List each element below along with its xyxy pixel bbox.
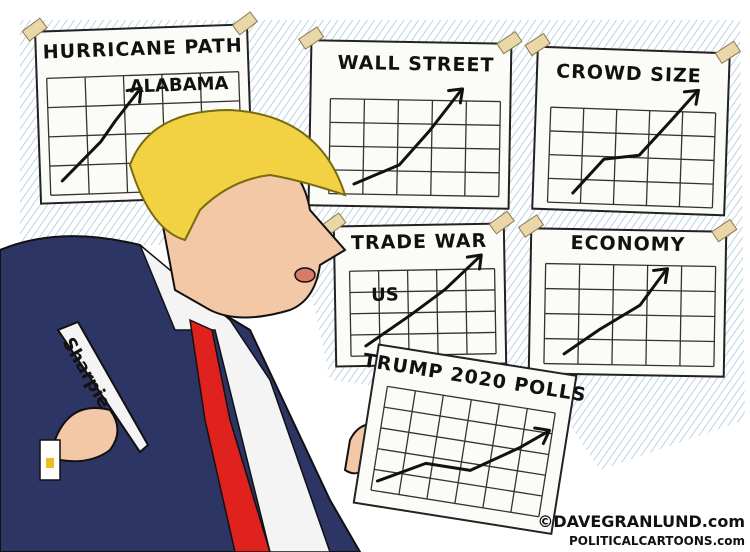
trend-arrow [352, 89, 463, 186]
grid-line [398, 390, 416, 495]
arrow-head [652, 267, 670, 285]
arrow-head [447, 87, 465, 105]
chart-panel: WALL STREET [297, 26, 523, 210]
panel-label: ALABAMA [129, 73, 229, 97]
arrow-head [682, 88, 700, 106]
grid-line [46, 71, 239, 80]
grid-line [547, 201, 713, 209]
panel-title: TRADE WAR [351, 230, 487, 254]
arrow-head [125, 86, 143, 104]
grid-line [550, 106, 716, 114]
trend-arrow [60, 88, 141, 183]
tape [297, 26, 325, 50]
credit-line: POLITICALCARTOONS.com [569, 534, 745, 548]
grid-line [377, 447, 546, 476]
panel-paper [307, 39, 513, 210]
grid-line [548, 177, 714, 185]
grid-line [374, 468, 543, 497]
grid-line [330, 121, 501, 126]
panel-grid [348, 268, 497, 357]
grid-line [545, 287, 716, 293]
arrow-head [533, 426, 551, 446]
panel-grid [543, 262, 717, 368]
tape [517, 214, 545, 238]
grid-line [544, 312, 715, 318]
grid-line [380, 427, 549, 456]
panel-title: CROWD SIZE [556, 60, 702, 87]
tape [488, 210, 515, 235]
tape [496, 30, 523, 55]
grid-line [349, 268, 495, 272]
grid-line [330, 97, 501, 103]
grid-line [47, 100, 240, 109]
trend-arrow [375, 430, 549, 483]
grid-line [538, 412, 556, 517]
tape [711, 218, 738, 243]
grid-line [510, 408, 528, 513]
chart-panel: TRADE WAR US [320, 210, 515, 368]
figure [0, 108, 385, 552]
grid-line [350, 331, 496, 336]
grid-line [426, 395, 444, 500]
tape [524, 32, 551, 57]
grid-line [328, 192, 499, 198]
grid-line [387, 385, 556, 414]
panel-label: US [371, 284, 399, 305]
grid-line [549, 130, 715, 138]
panel-title: ECONOMY [570, 232, 685, 256]
grid-line [370, 386, 389, 491]
trend-arrow [571, 90, 698, 195]
grid-line [454, 399, 472, 504]
grid-line [544, 337, 715, 343]
trend-arrow [562, 269, 668, 356]
tape [231, 11, 259, 36]
tape [714, 40, 742, 64]
panel-title: WALL STREET [337, 52, 494, 77]
grid-line [482, 404, 500, 508]
grid-line [543, 362, 714, 368]
trend-arrow [364, 255, 481, 348]
panel-grid [328, 97, 502, 198]
grid-line [383, 406, 553, 435]
grid-line [545, 262, 716, 268]
grid-line [370, 489, 539, 518]
polls-sign: TRUMP 2020 POLLS [352, 343, 588, 536]
tape [21, 17, 48, 42]
credit-line: ©DAVEGRANLUND.com [537, 512, 745, 531]
chart-panel: ECONOMY [517, 214, 738, 378]
grid-line [349, 289, 495, 294]
arrow-head [465, 253, 483, 271]
grid-line [329, 169, 500, 174]
grid-line [350, 310, 496, 315]
chart-panel: CROWD SIZE [524, 32, 742, 217]
